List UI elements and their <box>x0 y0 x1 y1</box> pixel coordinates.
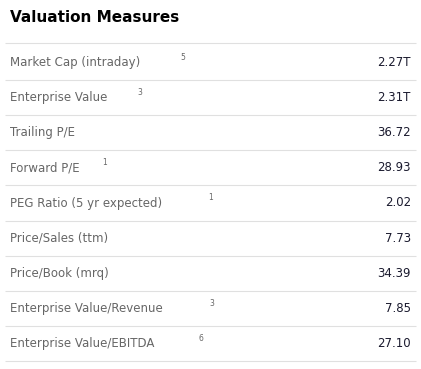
Text: Enterprise Value: Enterprise Value <box>10 91 107 104</box>
Text: 7.73: 7.73 <box>385 232 411 245</box>
Text: 2.27T: 2.27T <box>378 56 411 69</box>
Text: 28.93: 28.93 <box>378 161 411 175</box>
Text: Price/Book (mrq): Price/Book (mrq) <box>10 267 109 280</box>
Text: 5: 5 <box>180 53 185 62</box>
Text: 6: 6 <box>198 334 203 343</box>
Text: Enterprise Value/EBITDA: Enterprise Value/EBITDA <box>10 337 155 350</box>
Text: Market Cap (intraday): Market Cap (intraday) <box>10 56 140 69</box>
Text: 2.02: 2.02 <box>385 197 411 210</box>
Text: 1: 1 <box>102 158 107 167</box>
Text: Valuation Measures: Valuation Measures <box>10 10 179 25</box>
Text: 34.39: 34.39 <box>378 267 411 280</box>
Text: Price/Sales (ttm): Price/Sales (ttm) <box>10 232 108 245</box>
Text: 27.10: 27.10 <box>377 337 411 350</box>
Text: Forward P/E: Forward P/E <box>10 161 80 175</box>
Text: PEG Ratio (5 yr expected): PEG Ratio (5 yr expected) <box>10 197 162 210</box>
Text: 2.31T: 2.31T <box>378 91 411 104</box>
Text: 3: 3 <box>138 88 143 97</box>
Text: 3: 3 <box>209 299 214 308</box>
Text: 36.72: 36.72 <box>377 126 411 139</box>
Text: Enterprise Value/Revenue: Enterprise Value/Revenue <box>10 302 163 315</box>
Text: 7.85: 7.85 <box>385 302 411 315</box>
Text: 1: 1 <box>208 193 213 202</box>
Text: Trailing P/E: Trailing P/E <box>10 126 75 139</box>
